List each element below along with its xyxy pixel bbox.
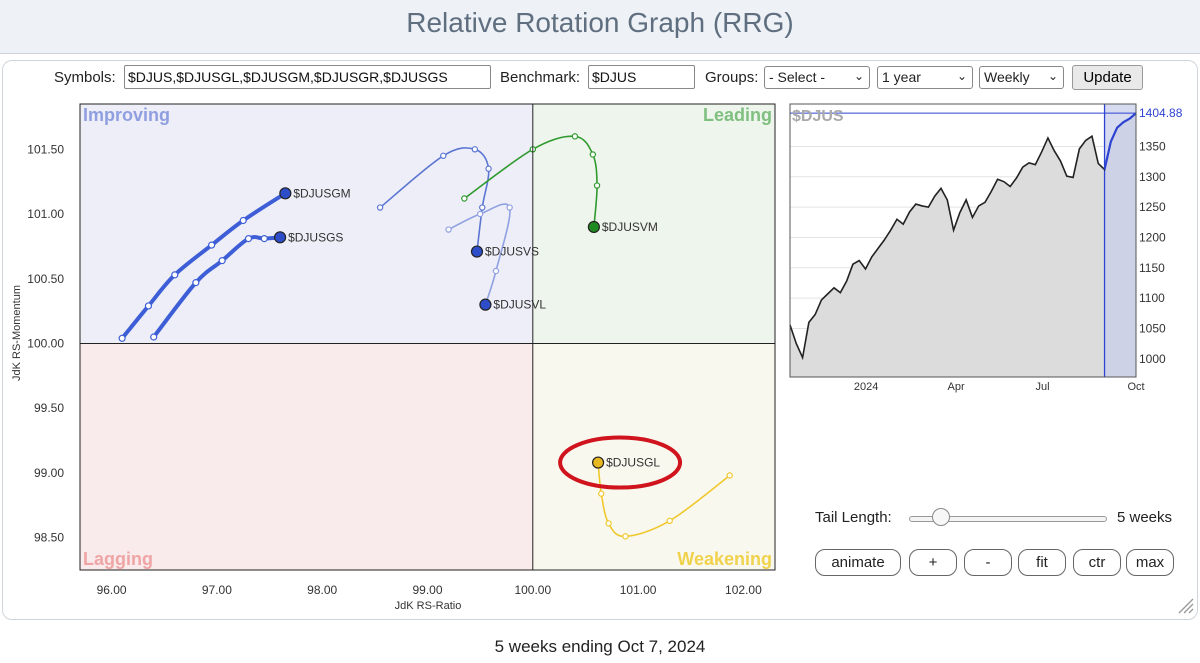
groups-select-value: - Select - [769, 69, 826, 85]
rrg-panel [2, 60, 1198, 620]
controls-bar: Symbols: Benchmark: Groups: - Select - ⌄… [0, 64, 1200, 92]
title-bar: Relative Rotation Graph (RRG) [0, 0, 1200, 54]
symbols-input[interactable] [124, 65, 491, 89]
tail-length-value: 5 weeks [1117, 509, 1173, 526]
benchmark-input[interactable] [588, 65, 695, 89]
page-title: Relative Rotation Graph (RRG) [406, 7, 794, 38]
symbols-label: Symbols: [54, 69, 116, 86]
frequency-select[interactable]: Weekly ⌄ [979, 66, 1064, 89]
update-button[interactable]: Update [1072, 65, 1143, 90]
chevron-down-icon: ⌄ [853, 69, 864, 83]
max-button[interactable]: max [1126, 549, 1174, 576]
animate-button[interactable]: animate [815, 549, 901, 576]
period-select-value: 1 year [882, 69, 921, 85]
zoom-out-button[interactable]: - [964, 549, 1012, 576]
frequency-select-value: Weekly [984, 69, 1030, 85]
tail-length-label: Tail Length: [815, 509, 892, 526]
zoom-in-button[interactable]: + [909, 549, 957, 576]
tail-length-slider[interactable] [909, 516, 1107, 522]
groups-select[interactable]: - Select - ⌄ [764, 66, 870, 89]
tail-length-control: Tail Length: 5 weeks [815, 508, 1185, 528]
period-select[interactable]: 1 year ⌄ [877, 66, 973, 89]
center-button[interactable]: ctr [1073, 549, 1121, 576]
benchmark-label: Benchmark: [500, 69, 581, 86]
chevron-down-icon: ⌄ [956, 69, 967, 83]
chevron-down-icon: ⌄ [1047, 69, 1058, 83]
tail-length-slider-thumb[interactable] [932, 508, 950, 526]
fit-button[interactable]: fit [1018, 549, 1066, 576]
resize-grip-icon[interactable] [1176, 596, 1194, 614]
footer-caption: 5 weeks ending Oct 7, 2024 [494, 637, 706, 656]
groups-label: Groups: [705, 69, 759, 86]
